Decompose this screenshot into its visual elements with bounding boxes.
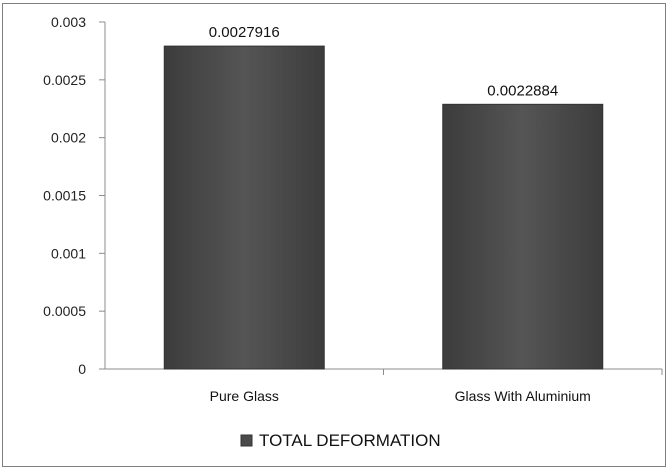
- y-tick-label: 0.0005: [43, 303, 86, 319]
- bar-2: [442, 103, 604, 370]
- bars: [163, 45, 604, 370]
- y-tick-label: 0.0025: [43, 72, 86, 88]
- y-tick-label: 0.001: [51, 245, 86, 261]
- legend: TOTAL DEFORMATION: [240, 431, 441, 450]
- labels: 0.0027916 Pure Glass 0.0022884 Glass With A…: [209, 24, 591, 404]
- legend-label: TOTAL DEFORMATION: [259, 431, 441, 450]
- bar-1: [163, 45, 325, 370]
- category-label-1: Pure Glass: [210, 388, 279, 404]
- category-label-2: Glass With Aluminium: [455, 388, 591, 404]
- y-tick-label: 0.002: [51, 130, 86, 146]
- y-tick-label: 0.003: [51, 14, 86, 30]
- y-tick-label: 0.0015: [43, 188, 86, 204]
- legend-swatch: [240, 434, 253, 447]
- y-tick-label: 0: [78, 361, 86, 377]
- data-label-2: 0.0022884: [487, 82, 558, 99]
- data-label-1: 0.0027916: [209, 24, 280, 41]
